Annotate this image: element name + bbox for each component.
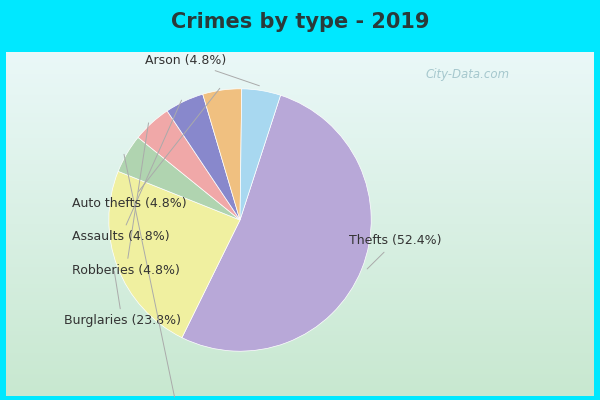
Wedge shape xyxy=(138,111,240,220)
Wedge shape xyxy=(182,95,371,351)
Wedge shape xyxy=(118,138,240,220)
Text: Crimes by type - 2019: Crimes by type - 2019 xyxy=(171,12,429,32)
Text: Thefts (52.4%): Thefts (52.4%) xyxy=(349,234,442,269)
Wedge shape xyxy=(109,171,240,338)
Text: Burglaries (23.8%): Burglaries (23.8%) xyxy=(64,271,181,327)
Wedge shape xyxy=(203,89,242,220)
Text: Robberies (4.8%): Robberies (4.8%) xyxy=(72,123,180,277)
Text: Assaults (4.8%): Assaults (4.8%) xyxy=(72,100,182,243)
Wedge shape xyxy=(167,94,240,220)
Text: Rapes (4.8%): Rapes (4.8%) xyxy=(124,154,219,400)
Text: Auto thefts (4.8%): Auto thefts (4.8%) xyxy=(72,88,220,210)
Wedge shape xyxy=(240,89,281,220)
Text: Arson (4.8%): Arson (4.8%) xyxy=(145,54,259,86)
Text: City-Data.com: City-Data.com xyxy=(426,68,510,81)
